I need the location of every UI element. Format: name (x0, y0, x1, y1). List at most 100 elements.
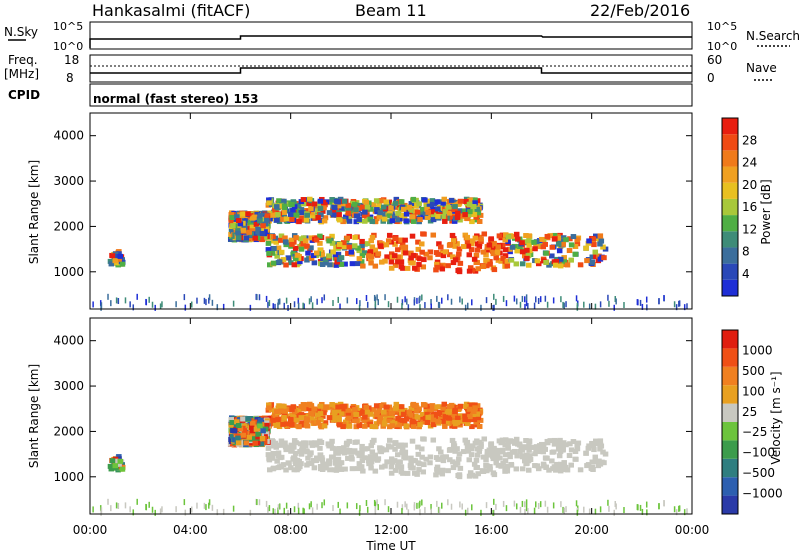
velocity-cell (244, 431, 251, 437)
velocity-cell (323, 499, 326, 506)
power-cell (293, 235, 299, 241)
power-cell (424, 206, 430, 212)
velocity-cell (394, 422, 401, 428)
power-cell (148, 296, 150, 303)
velocity-cell (473, 419, 479, 425)
power-cell (525, 300, 528, 307)
colorbar-tick-label: 12 (742, 222, 757, 236)
velocity-cell (495, 462, 502, 468)
power-cell (294, 252, 301, 258)
velocity-cell (116, 461, 122, 467)
velocity-cell (310, 501, 312, 508)
velocity-cell (265, 452, 272, 458)
velocity-cell (388, 470, 395, 476)
velocity-cell (320, 413, 326, 419)
velocity-cell (276, 464, 283, 470)
power-cell (552, 262, 559, 268)
power-cell (466, 302, 469, 309)
power-cell (359, 253, 366, 259)
power-cell (268, 300, 271, 307)
velocity-cell (430, 504, 432, 511)
velocity-cell (505, 443, 511, 449)
velocity-cell (469, 443, 476, 449)
power-cell (369, 244, 376, 250)
velocity-cell (589, 464, 595, 470)
power-cell (329, 240, 336, 246)
velocity-cell (240, 432, 246, 438)
power-cell (493, 293, 495, 300)
velocity-cell (471, 417, 478, 423)
power-cell (456, 251, 462, 257)
power-cell (593, 233, 599, 239)
power-cell (395, 247, 401, 253)
power-cell (330, 249, 336, 255)
velocity-cell (320, 405, 327, 411)
power-cell (568, 257, 574, 263)
power-cell (615, 298, 617, 305)
power-cell (451, 218, 458, 224)
power-cell (249, 224, 256, 230)
power-cell (599, 301, 602, 308)
velocity-cell (274, 422, 280, 428)
velocity-cell (337, 422, 343, 428)
velocity-cell (615, 503, 617, 510)
velocity-cell (572, 449, 579, 455)
velocity-cell (395, 452, 401, 458)
velocity-cell (543, 455, 549, 461)
power-cell (175, 301, 177, 308)
velocity-cell (593, 438, 599, 444)
power-cell (527, 248, 533, 254)
power-cell (228, 212, 235, 218)
y-tick-label: 3000 (53, 174, 84, 188)
power-cell (419, 304, 421, 311)
power-cell (574, 241, 581, 247)
power-cell (151, 301, 154, 308)
power-cell (470, 207, 476, 213)
power-cell (410, 218, 417, 224)
power-cell (469, 241, 475, 247)
velocity-cell (586, 443, 592, 449)
power-cell (289, 216, 295, 222)
velocity-cell (308, 450, 314, 456)
power-cell (265, 295, 268, 302)
velocity-cell (433, 472, 439, 478)
power-cell (465, 243, 472, 249)
velocity-cell (399, 450, 405, 456)
power-cell (565, 301, 567, 308)
velocity-cell (442, 454, 449, 460)
velocity-cell (285, 460, 292, 466)
velocity-cell (552, 502, 555, 509)
power-cell (388, 265, 395, 271)
velocity-cell (404, 501, 406, 508)
power-cell (305, 201, 312, 207)
power-cell (493, 304, 495, 311)
beam-title: Beam 11 (355, 1, 427, 20)
power-cell (410, 252, 417, 258)
velocity-cell (593, 459, 599, 465)
velocity-cell (398, 417, 405, 423)
power-cell (461, 298, 463, 305)
mode-label: normal (fast stereo) 153 (93, 92, 259, 106)
velocity-cell (438, 506, 441, 513)
velocity-cell (311, 507, 314, 514)
power-cell (476, 243, 483, 249)
velocity-cell (292, 450, 299, 456)
velocity-cell (351, 448, 358, 454)
power-cell (402, 237, 408, 243)
power-cell (402, 250, 409, 256)
velocity-cell (415, 444, 421, 450)
power-cell (250, 215, 256, 221)
power-cell (359, 238, 365, 244)
colorbar-tick-label: −500 (742, 466, 775, 480)
power-cell (447, 242, 453, 248)
power-cell (428, 201, 434, 207)
velocity-cell (266, 402, 272, 408)
velocity-cell (464, 509, 467, 516)
velocity-cell (487, 464, 493, 470)
colorbar-segment (722, 403, 738, 422)
power-cell (521, 253, 528, 259)
velocity-cell (502, 442, 508, 448)
power-cell (278, 298, 281, 305)
power-cell (283, 262, 289, 268)
